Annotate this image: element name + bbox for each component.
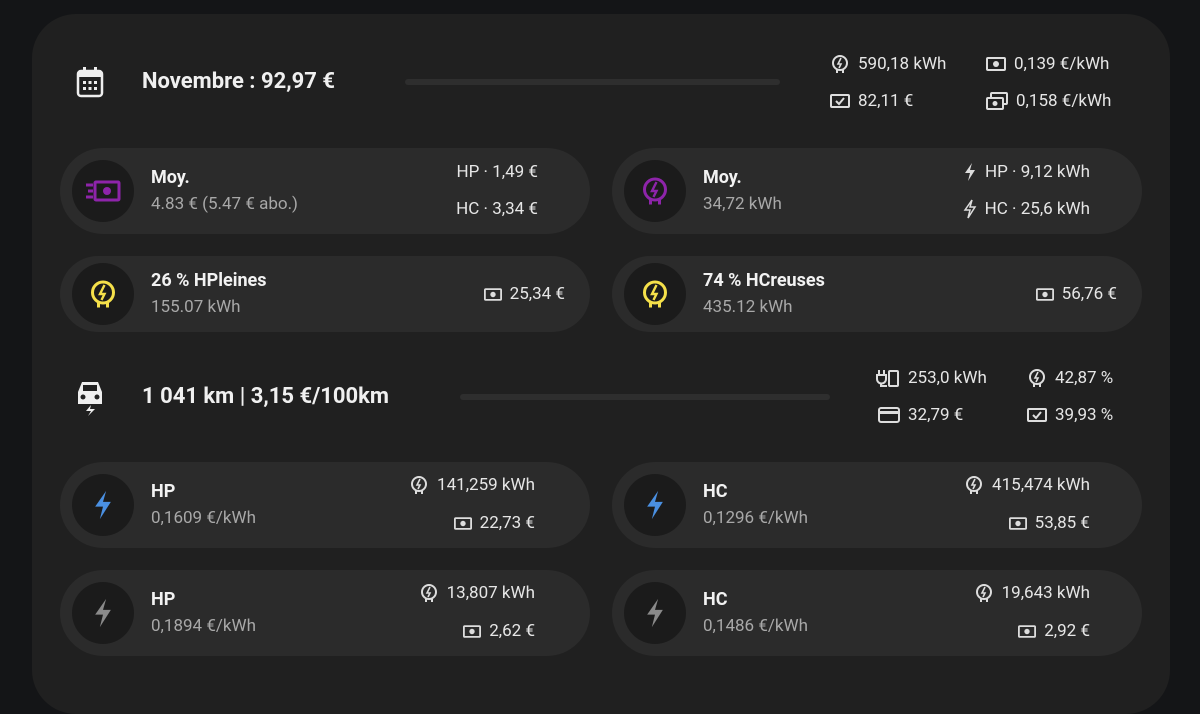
cost-card[interactable]: Moy. 34,72 kWh HP · 9,12 kWh HC · 25,6 k… [612, 148, 1142, 234]
card-icon [72, 263, 134, 325]
detail-text: 19,643 kWh [1001, 583, 1090, 603]
card-subtitle: 34,72 kWh [703, 194, 782, 214]
card-title: Moy. [703, 167, 742, 188]
card-detail: 2,92 € [1018, 621, 1090, 641]
stat-value: 42,87 % [1055, 368, 1114, 388]
stat: 0,139 €/kWh [986, 54, 1109, 74]
stat-value: 0,158 €/kWh [1016, 91, 1112, 111]
card-detail: HC · 25,6 kWh [963, 199, 1090, 219]
detail-text: 22,73 € [479, 513, 535, 533]
stat: 32,79 € [878, 405, 963, 425]
card-title: HP [151, 589, 176, 610]
stat: 590,18 kWh [830, 54, 946, 74]
card-detail: HP · 1,49 € [456, 162, 538, 182]
card-title: HC [703, 589, 728, 610]
car-icon [78, 382, 102, 416]
stat-value: 0,139 €/kWh [1014, 54, 1110, 74]
detail-text: 53,85 € [1034, 513, 1090, 533]
card-icon [624, 582, 686, 644]
card-icon [624, 263, 686, 325]
card-icon [624, 160, 686, 222]
card-subtitle: 0,1609 €/kWh [151, 508, 256, 528]
card-detail: HP · 9,12 kWh [963, 162, 1090, 182]
card-title: HP [151, 481, 176, 502]
car-title: 1 041 km | 3,15 €/100km [142, 384, 389, 409]
progress-bar [405, 79, 780, 85]
card-title: Moy. [151, 167, 190, 188]
card-detail: 22,73 € [453, 513, 535, 533]
stat-value: 253,0 kWh [908, 368, 987, 388]
stat-value: 32,79 € [908, 405, 964, 425]
progress-bar [460, 394, 830, 400]
card-detail: 56,76 € [1035, 284, 1117, 304]
card-title: HC [703, 481, 728, 502]
card-icon [72, 160, 134, 222]
stat: 82,11 € [830, 91, 913, 111]
card-title: 26 % HPleines [151, 270, 267, 291]
detail-text: 56,76 € [1061, 284, 1117, 304]
stat: 253,0 kWh [876, 368, 987, 388]
card-title: 74 % HCreuses [703, 270, 825, 291]
detail-text: 415,474 kWh [992, 475, 1090, 495]
card-detail: 13,807 kWh [419, 583, 535, 603]
card-icon [72, 582, 134, 644]
cost-card[interactable]: 26 % HPleines 155.07 kWh 25,34 € [60, 256, 590, 332]
cost-card[interactable]: Moy. 4.83 € (5.47 € abo.) HP · 1,49 € HC… [60, 148, 590, 234]
card-subtitle: 0,1296 €/kWh [703, 508, 808, 528]
card-detail: 25,34 € [483, 284, 565, 304]
detail-text: HC · 25,6 kWh [984, 199, 1090, 219]
stat: 39,93 % [1027, 405, 1113, 425]
card-icon [624, 474, 686, 536]
car-card[interactable]: HC 0,1296 €/kWh 415,474 kWh 53,85 € [612, 462, 1142, 548]
cost-card[interactable]: 74 % HCreuses 435.12 kWh 56,76 € [612, 256, 1142, 332]
card-detail: 53,85 € [1008, 513, 1090, 533]
detail-text: HP · 9,12 kWh [984, 162, 1090, 182]
car-card[interactable]: HC 0,1486 €/kWh 19,643 kWh 2,92 € [612, 570, 1142, 656]
card-detail: 141,259 kWh [409, 475, 535, 495]
card-detail: 415,474 kWh [964, 475, 1090, 495]
card-detail: 2,62 € [463, 621, 535, 641]
card-subtitle: 4.83 € (5.47 € abo.) [151, 194, 298, 214]
card-detail: 19,643 kWh [974, 583, 1090, 603]
card-subtitle: 155.07 kWh [151, 297, 241, 317]
detail-text: 13,807 kWh [446, 583, 535, 603]
calendar-icon [76, 67, 104, 98]
stat-value: 39,93 % [1055, 405, 1114, 425]
card-subtitle: 0,1894 €/kWh [151, 616, 256, 636]
stat: 42,87 % [1027, 368, 1113, 388]
car-card[interactable]: HP 0,1894 €/kWh 13,807 kWh 2,62 € [60, 570, 590, 656]
card-detail: HC · 3,34 € [456, 199, 538, 219]
card-subtitle: 435.12 kWh [703, 297, 793, 317]
detail-text: 2,92 € [1044, 621, 1090, 641]
month-title: Novembre : 92,97 € [142, 69, 335, 94]
stat: 0,158 €/kWh [986, 91, 1111, 111]
card-subtitle: 0,1486 €/kWh [703, 616, 808, 636]
stat-value: 590,18 kWh [858, 54, 947, 74]
page: {"month":{"title":"Novembre : 92,97 €","… [32, 14, 1170, 714]
detail-text: 25,34 € [509, 284, 565, 304]
car-card[interactable]: HP 0,1609 €/kWh 141,259 kWh 22,73 € [60, 462, 590, 548]
stat-value: 82,11 € [858, 91, 914, 111]
card-icon [72, 474, 134, 536]
detail-text: 141,259 kWh [437, 475, 535, 495]
detail-text: 2,62 € [489, 621, 535, 641]
